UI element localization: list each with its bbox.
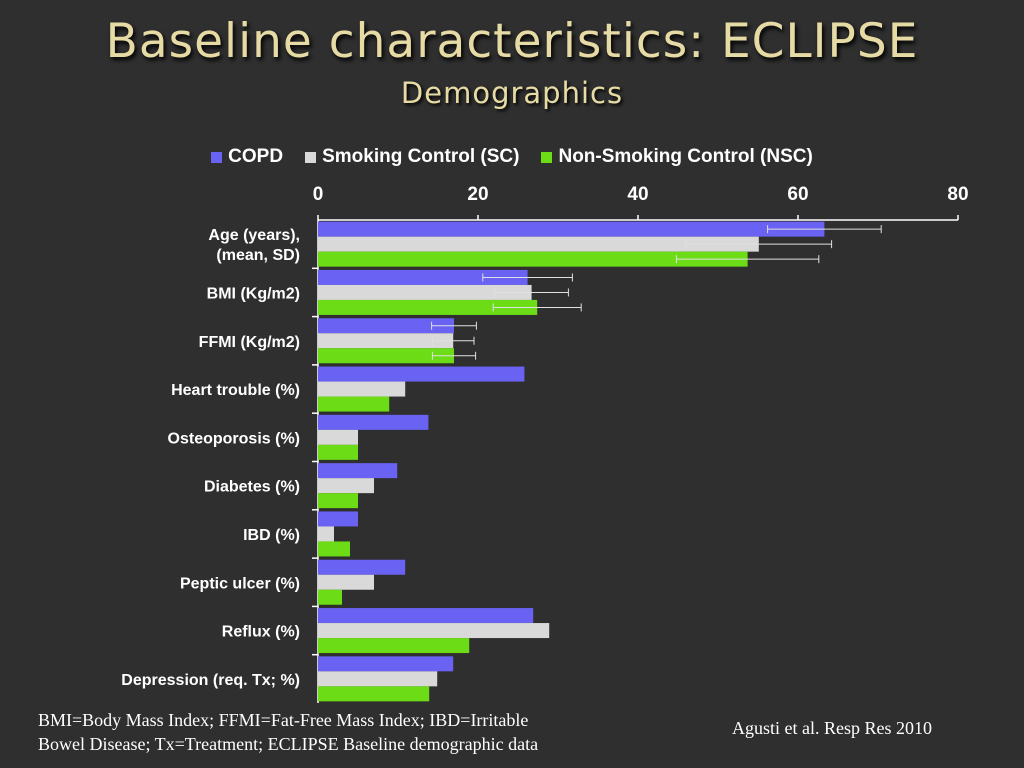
bar bbox=[318, 221, 825, 237]
x-tick-label: 20 bbox=[467, 184, 488, 205]
x-tick-label: 80 bbox=[947, 184, 968, 205]
bar bbox=[318, 251, 748, 267]
x-tick-label: 40 bbox=[627, 184, 648, 205]
bar bbox=[318, 414, 429, 430]
category-label: Depression (req. Tx; %) bbox=[121, 672, 300, 689]
bar bbox=[318, 366, 525, 382]
bar bbox=[318, 623, 550, 639]
bar bbox=[318, 463, 398, 479]
category-label: Osteoporosis (%) bbox=[168, 430, 300, 447]
bar bbox=[318, 559, 406, 575]
bar bbox=[318, 589, 342, 605]
x-tick-label: 60 bbox=[787, 184, 808, 205]
bar bbox=[318, 541, 350, 557]
legend-item-copd: COPD bbox=[211, 146, 283, 168]
bar bbox=[318, 444, 358, 460]
bar bbox=[318, 333, 454, 349]
category-label: BMI (Kg/m2) bbox=[207, 285, 300, 302]
category-label: Diabetes (%) bbox=[204, 479, 300, 496]
bar bbox=[318, 526, 334, 542]
bar bbox=[318, 318, 454, 334]
chart-legend: COPD Smoking Control (SC) Non-Smoking Co… bbox=[0, 146, 1024, 168]
bar bbox=[318, 671, 438, 687]
category-label: Peptic ulcer (%) bbox=[180, 575, 300, 592]
footnote: BMI=Body Mass Index; FFMI=Fat-Free Mass … bbox=[38, 708, 538, 756]
category-label: Heart trouble (%) bbox=[171, 382, 300, 399]
bar bbox=[318, 493, 358, 509]
legend-item-non-smoking-control: Non-Smoking Control (NSC) bbox=[541, 146, 813, 168]
legend-label-smoking-control: Smoking Control (SC) bbox=[322, 146, 520, 167]
category-label: Reflux (%) bbox=[222, 624, 300, 641]
category-label: FFMI (Kg/m2) bbox=[199, 334, 300, 351]
bar bbox=[318, 284, 532, 300]
bar bbox=[318, 269, 528, 285]
legend-swatch-smoking-control bbox=[305, 151, 317, 163]
slide-title: Baseline characteristics: ECLIPSE bbox=[105, 14, 919, 69]
bar bbox=[318, 574, 374, 590]
category-label: IBD (%) bbox=[243, 527, 300, 544]
slide-subtitle: Demographics bbox=[400, 76, 624, 110]
legend-label-copd: COPD bbox=[228, 146, 284, 167]
bar bbox=[318, 396, 390, 412]
bar bbox=[318, 348, 454, 364]
bar bbox=[318, 236, 759, 252]
category-label: Age (years), (mean, SD) bbox=[208, 227, 300, 264]
bar bbox=[318, 638, 470, 654]
footnote-line-1: BMI=Body Mass Index; FFMI=Fat-Free Mass … bbox=[38, 710, 529, 730]
legend-item-smoking-control: Smoking Control (SC) bbox=[305, 146, 519, 168]
bar bbox=[318, 478, 374, 494]
x-tick-label: 0 bbox=[313, 184, 324, 205]
footnote-line-2: Bowel Disease; Tx=Treatment; ECLIPSE Bas… bbox=[38, 734, 539, 754]
bar bbox=[318, 381, 406, 397]
bar bbox=[318, 429, 358, 445]
bar bbox=[318, 656, 454, 672]
bar bbox=[318, 511, 358, 527]
legend-label-non-smoking-control: Non-Smoking Control (NSC) bbox=[558, 146, 813, 167]
bar bbox=[318, 608, 534, 624]
legend-swatch-copd bbox=[211, 151, 223, 163]
citation: Agusti et al. Resp Res 2010 bbox=[732, 718, 932, 738]
bar bbox=[318, 686, 430, 702]
bar bbox=[318, 299, 538, 315]
legend-swatch-non-smoking-control bbox=[541, 151, 553, 163]
